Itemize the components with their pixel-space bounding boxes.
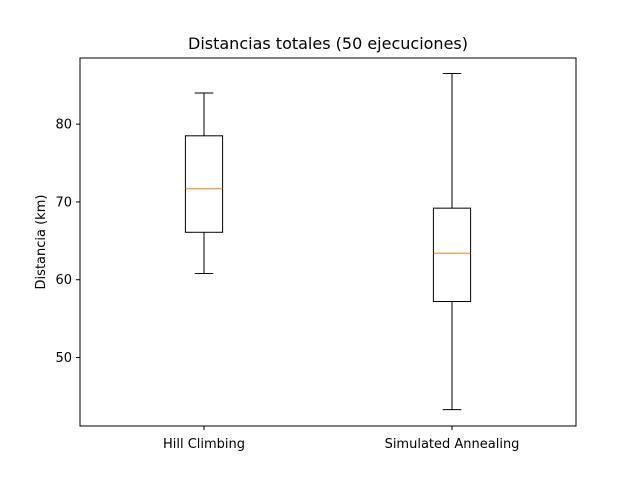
iqr-box <box>184 135 224 233</box>
x-tick-label: Hill Climbing <box>163 437 245 452</box>
plot-marks: 50 60 70 80 Hill Climbing Simulated Annealing <box>55 73 520 452</box>
y-tick-label: 80 <box>55 118 72 133</box>
iqr-box <box>432 207 472 303</box>
y-tick-label: 60 <box>55 273 72 288</box>
y-tick-label: 50 <box>55 351 72 366</box>
chart-title: Distancias totales (50 ejecuciones) <box>188 34 468 53</box>
plot-frame <box>79 57 577 427</box>
y-tick-label: 70 <box>55 195 72 210</box>
x-tick-label: Simulated Annealing <box>385 437 520 452</box>
y-axis-label: Distancia (km) <box>34 195 49 290</box>
